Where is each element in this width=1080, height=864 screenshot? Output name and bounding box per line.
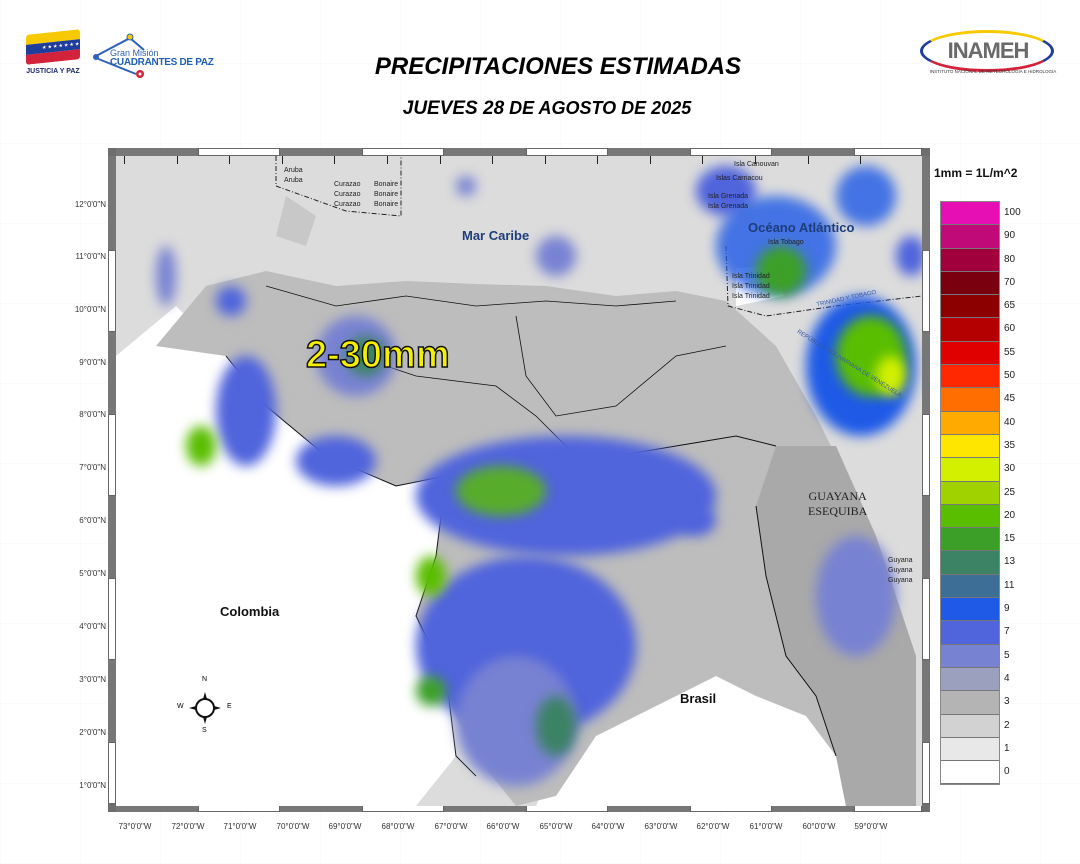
compass-rose-icon: N S W E bbox=[177, 676, 232, 734]
cuadrantes-text: CUADRANTES DE PAZ bbox=[110, 57, 214, 68]
legend-swatch bbox=[941, 528, 999, 552]
cuadrantes-de-paz-logo: Gran Misión CUADRANTES DE PAZ bbox=[88, 30, 228, 80]
precipitation-range-annotation: 2-30mm bbox=[305, 333, 450, 377]
label-bonaire: Bonaire Bonaire Bonaire bbox=[374, 181, 399, 208]
legend-value: 40 bbox=[1004, 416, 1016, 428]
legend-value: 4 bbox=[1004, 672, 1010, 684]
label-curazao: Curazao Curazao Curazao bbox=[334, 181, 361, 208]
inameh-subtitle: INSTITUTO NACIONAL DE METEOROLOGÍA E HID… bbox=[929, 69, 1057, 74]
legend-swatch bbox=[941, 644, 999, 668]
legend-swatch bbox=[941, 598, 999, 622]
legend-swatch bbox=[941, 714, 999, 738]
legend-unit: 1mm = 1L/m^2 bbox=[934, 166, 1018, 180]
legend-swatch bbox=[941, 434, 999, 459]
legend-value: 9 bbox=[1004, 603, 1010, 615]
label-mar-caribe: Mar Caribe bbox=[462, 228, 530, 243]
legend-value: 20 bbox=[1004, 509, 1016, 521]
legend-value: 5 bbox=[1004, 649, 1010, 661]
legend-swatch bbox=[941, 621, 999, 645]
legend-value: 100 bbox=[1004, 207, 1021, 218]
subtitle-date: DE AGOSTO DE 2025 bbox=[504, 98, 692, 118]
legend-value: 60 bbox=[1004, 323, 1016, 335]
label-trinidad: Isla Trinidad Isla Trinidad Isla Trinidad bbox=[732, 273, 770, 300]
label-guayana-esequiba: GUAYANA ESEQUIBA bbox=[808, 489, 868, 518]
legend-swatch bbox=[941, 481, 999, 505]
label-oceano-atlantico: Océano Atlántico bbox=[748, 220, 855, 235]
legend-value: 0 bbox=[1004, 766, 1010, 778]
legend-swatch bbox=[941, 365, 999, 389]
map-frame: Mar Caribe Océano Atlántico Colombia Bra… bbox=[108, 148, 930, 812]
location-pin-icon bbox=[93, 33, 145, 78]
legend-labels: 100 90 80 70 65 60 55 50 45 40 35 30 25 20 15 13 11 9 7 5 4 3… bbox=[1004, 201, 1021, 783]
legend-swatch bbox=[941, 225, 999, 249]
legend-value: 3 bbox=[1004, 696, 1010, 708]
legend-value: 1 bbox=[1004, 742, 1010, 754]
legend-value: 80 bbox=[1004, 253, 1016, 265]
inameh-name: INAMEH bbox=[947, 38, 1030, 63]
page-title: PRECIPITACIONES ESTIMADAS bbox=[374, 53, 742, 80]
legend-swatch bbox=[941, 318, 999, 342]
legend-swatch bbox=[941, 202, 999, 226]
label-guyana: Guyana Guyana Guyana bbox=[888, 557, 913, 584]
label-tobago: Isla Tobago bbox=[768, 239, 804, 246]
subtitle-day: JUEVES 28 bbox=[402, 98, 505, 119]
legend-value: 50 bbox=[1004, 370, 1016, 382]
label-carriacou: Islas Carriacou bbox=[716, 175, 763, 182]
legend-value: 90 bbox=[1004, 230, 1016, 242]
label-aruba: Aruba Aruba bbox=[284, 167, 303, 184]
legend-value: 7 bbox=[1004, 626, 1010, 638]
legend-swatch bbox=[941, 761, 999, 785]
legend-swatch bbox=[941, 248, 999, 272]
label-canouvan: Isla Canouvan bbox=[734, 161, 779, 168]
justicia-y-paz-logo: ★★★★★★★★ JUSTICIA Y PAZ bbox=[22, 29, 84, 80]
legend-value: 35 bbox=[1004, 439, 1016, 451]
legend-swatch bbox=[941, 504, 999, 529]
justicia-y-paz-text: JUSTICIA Y PAZ bbox=[26, 68, 80, 75]
label-grenada: Isla Grenada Isla Grenada bbox=[708, 193, 749, 210]
precipitation-legend bbox=[940, 201, 1000, 786]
legend-swatch bbox=[941, 271, 999, 296]
label-colombia: Colombia bbox=[220, 604, 280, 619]
legend-swatch bbox=[941, 458, 999, 482]
legend-value: 25 bbox=[1004, 486, 1016, 498]
legend-swatch bbox=[941, 411, 999, 435]
legend-swatch bbox=[941, 667, 999, 692]
legend-swatch bbox=[941, 551, 999, 575]
legend-swatch bbox=[941, 341, 999, 366]
legend-value: 55 bbox=[1004, 346, 1016, 358]
legend-value: 70 bbox=[1004, 276, 1016, 288]
legend-value: 45 bbox=[1004, 393, 1016, 405]
inameh-logo: INAMEH INSTITUTO NACIONAL DE METEOROLOGÍ… bbox=[916, 28, 1060, 80]
legend-value: 30 bbox=[1004, 463, 1016, 475]
legend-value: 65 bbox=[1004, 300, 1016, 312]
page-subtitle: JUEVES 28 DE AGOSTO DE 2025 bbox=[0, 98, 1080, 120]
legend-swatch bbox=[941, 388, 999, 412]
legend-swatch bbox=[941, 295, 999, 319]
legend-value: 2 bbox=[1004, 719, 1010, 731]
gran-mision-text: Gran Misión bbox=[110, 48, 159, 58]
inameh-ring-icon bbox=[920, 30, 1054, 72]
legend-swatch bbox=[941, 691, 999, 715]
label-brasil: Brasil bbox=[680, 691, 717, 706]
legend-swatch bbox=[941, 737, 999, 762]
precipitation-map[interactable]: Mar Caribe Océano Atlántico Colombia Bra… bbox=[116, 156, 922, 806]
legend-value: 15 bbox=[1004, 533, 1016, 545]
legend-swatch bbox=[941, 574, 999, 599]
legend-value: 13 bbox=[1004, 556, 1016, 568]
legend-value: 11 bbox=[1004, 579, 1015, 591]
